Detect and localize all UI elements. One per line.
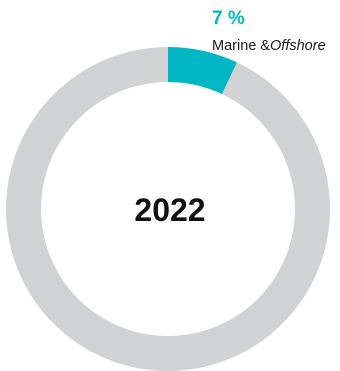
slice-label-part-2: Offshore xyxy=(270,38,326,54)
slice-label-part-1: Marine & xyxy=(212,38,271,54)
center-year-label: 2022 xyxy=(134,192,206,228)
slice-value-label-marine-offshore: 7 % xyxy=(212,8,245,29)
slice-label-marine-offshore: Marine &Offshore xyxy=(212,38,326,54)
donut-slice-marine-offshore xyxy=(168,47,237,95)
